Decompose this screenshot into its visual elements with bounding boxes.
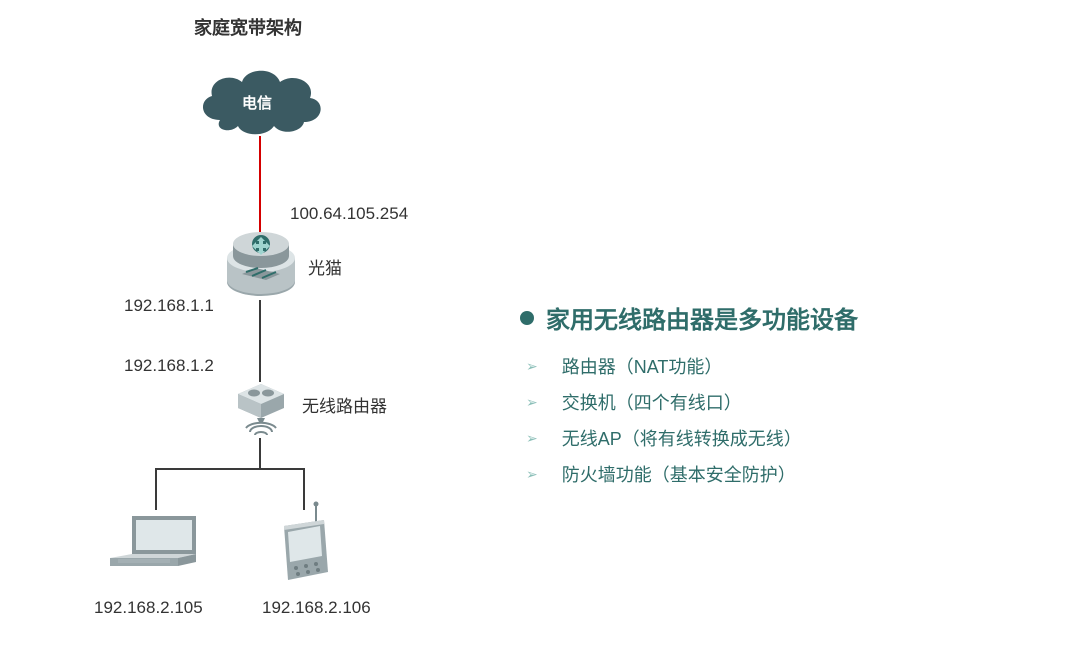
modem-ip-top: 100.64.105.254 <box>290 204 408 224</box>
arrow-icon: ➢ <box>526 430 538 447</box>
edge-modem-router <box>259 300 261 382</box>
router-ip-top: 192.168.1.2 <box>124 356 214 376</box>
feature-item: ➢ 防火墙功能（基本安全防护） <box>526 461 858 487</box>
arrow-icon: ➢ <box>526 394 538 411</box>
edge-branch-h2 <box>259 468 305 470</box>
edge-laptop-v <box>155 468 157 510</box>
router-icon <box>232 380 290 440</box>
laptop-ip: 192.168.2.105 <box>94 598 203 618</box>
feature-item: ➢ 交换机（四个有线口） <box>526 389 858 415</box>
feature-item-text: 无线AP（将有线转换成无线） <box>562 425 802 451</box>
cloud-label: 电信 <box>242 92 272 113</box>
laptop-icon <box>100 510 210 588</box>
feature-item-text: 交换机（四个有线口） <box>562 389 742 415</box>
arrow-icon: ➢ <box>526 358 538 375</box>
phone-icon <box>276 500 336 586</box>
feature-item-text: 防火墙功能（基本安全防护） <box>562 461 796 487</box>
feature-heading-text: 家用无线路由器是多功能设备 <box>546 300 858 335</box>
feature-heading: 家用无线路由器是多功能设备 <box>520 300 858 335</box>
modem-icon <box>222 230 300 300</box>
feature-item-text: 路由器（NAT功能） <box>562 353 723 379</box>
feature-list: 家用无线路由器是多功能设备 ➢ 路由器（NAT功能） ➢ 交换机（四个有线口） … <box>520 300 858 497</box>
network-diagram: 家庭宽带架构 电信 100.64.105.254 光猫 192.168.1.1 … <box>0 0 500 655</box>
feature-item: ➢ 无线AP（将有线转换成无线） <box>526 425 858 451</box>
diagram-title: 家庭宽带架构 <box>194 14 302 40</box>
edge-cloud-modem <box>259 136 261 232</box>
arrow-icon: ➢ <box>526 466 538 483</box>
phone-ip: 192.168.2.106 <box>262 598 371 618</box>
edge-router-down <box>259 438 261 470</box>
router-label: 无线路由器 <box>302 392 387 417</box>
modem-ip-bottom: 192.168.1.1 <box>124 296 214 316</box>
bullet-icon <box>520 311 534 325</box>
feature-item: ➢ 路由器（NAT功能） <box>526 353 858 379</box>
modem-label: 光猫 <box>308 254 342 279</box>
edge-branch-h1 <box>155 468 261 470</box>
